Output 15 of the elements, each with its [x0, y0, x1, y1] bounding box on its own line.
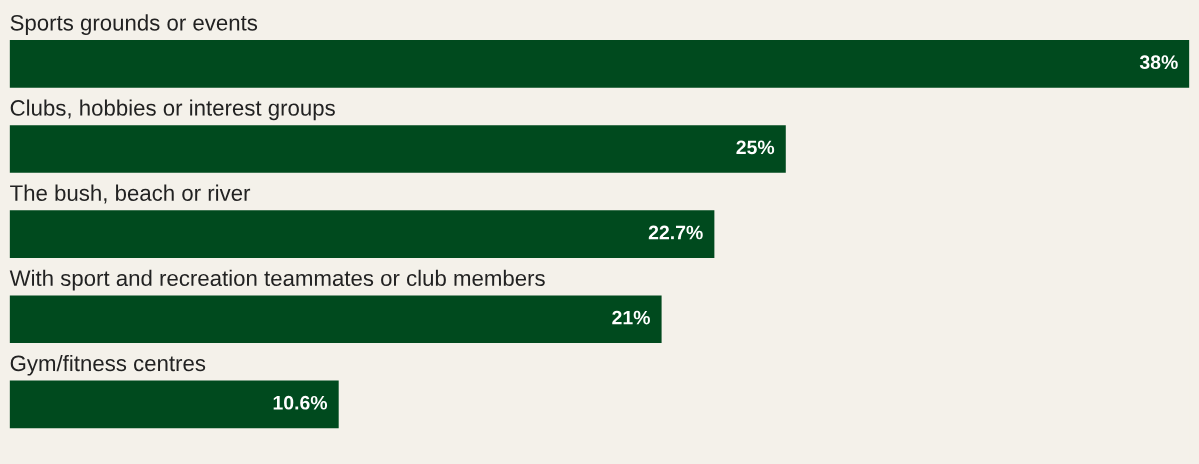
y-tick-label: Clubs, hobbies or interest groups: [10, 99, 335, 121]
y-tick-label: Sports grounds or events: [10, 14, 258, 36]
bar: [9, 40, 1190, 88]
data-label: 10.6%: [273, 395, 328, 410]
bar: [9, 210, 715, 258]
data-label: 22.7%: [648, 225, 703, 240]
bar: [9, 125, 786, 173]
data-label: 21%: [612, 310, 650, 325]
data-label: 25%: [736, 140, 775, 155]
y-tick-label: With sport and recreation teammates or club members: [9, 269, 545, 291]
y-tick-label: The bush, beach or river: [10, 184, 251, 204]
y-tick-label: Gym/fitness centres: [10, 354, 206, 376]
data-label: 38%: [1139, 55, 1178, 70]
bar: [9, 380, 339, 429]
bar: [9, 295, 662, 344]
